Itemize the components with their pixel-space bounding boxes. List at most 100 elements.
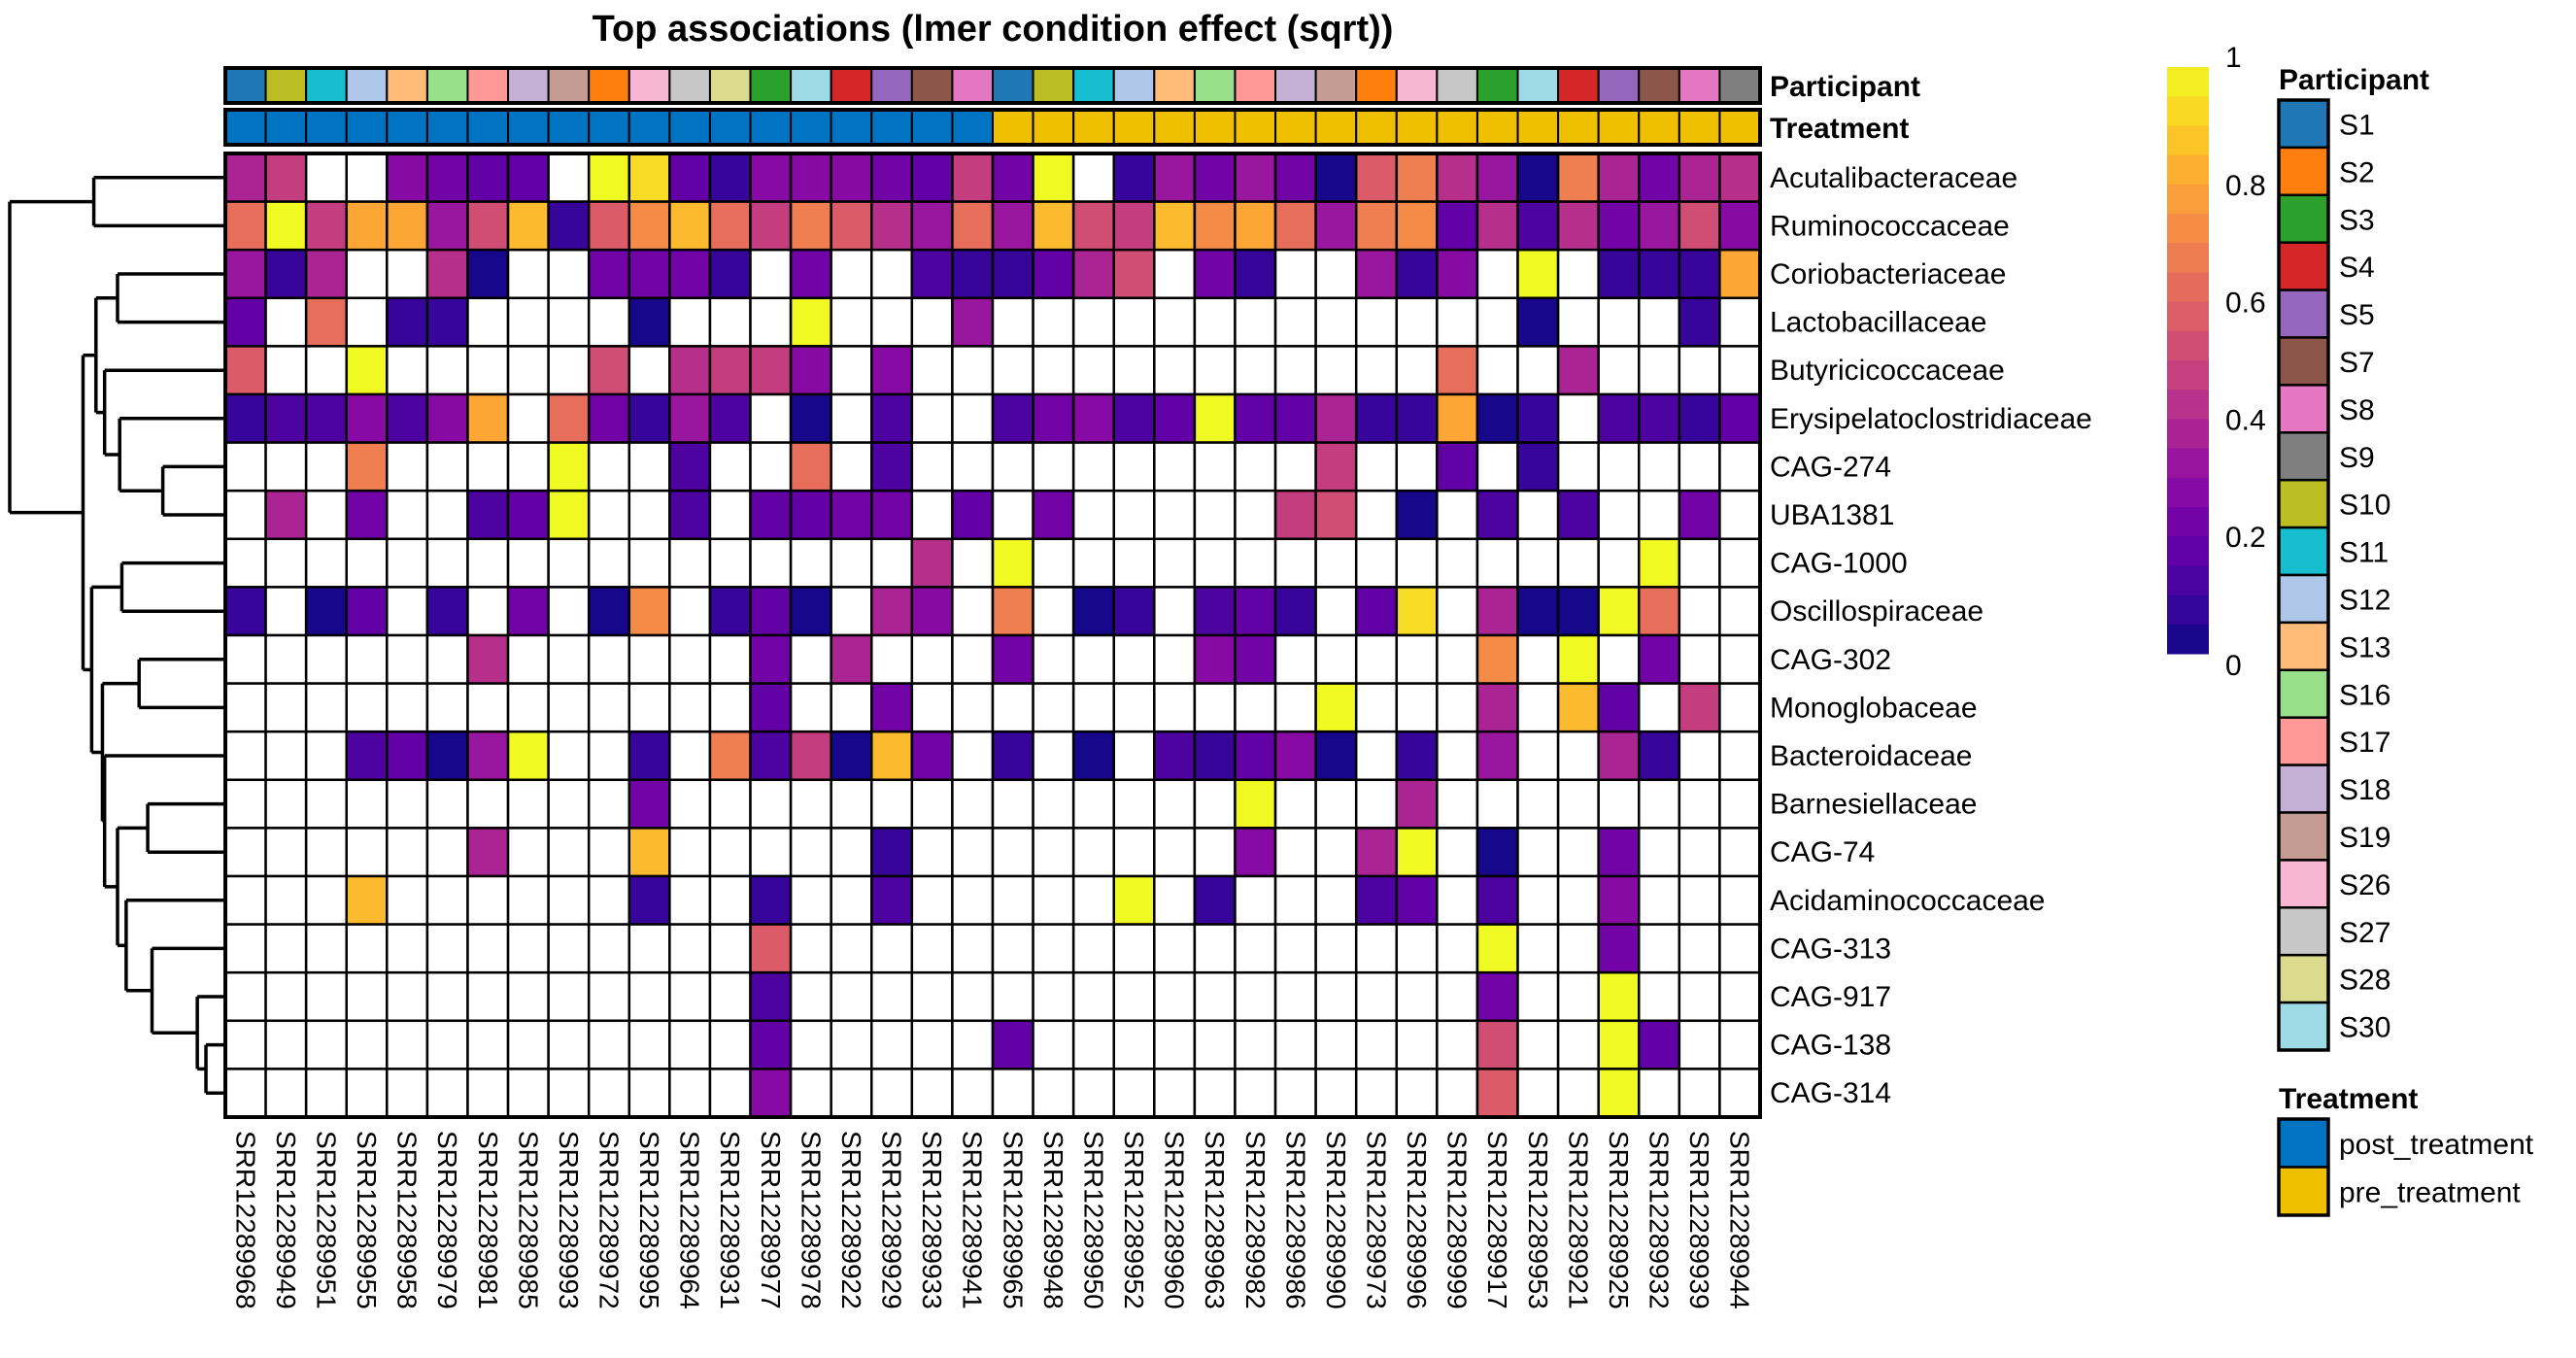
heatmap-cell: [547, 392, 591, 444]
heatmap-cell: [789, 152, 832, 203]
heatmap-cell: [223, 682, 267, 733]
heatmap-cell: [951, 441, 995, 492]
heatmap-cell: [1273, 489, 1317, 541]
heatmap-cell: [264, 248, 308, 300]
heatmap-cell: [1071, 586, 1115, 637]
heatmap-cell: [1354, 392, 1399, 444]
participant-legend-label: S11: [2339, 537, 2389, 569]
heatmap-cell: [627, 586, 671, 637]
participant-annotation-cell: [1475, 67, 1519, 104]
heatmap-cell: [830, 537, 873, 589]
column-label: SRR12289921: [1563, 1131, 1593, 1309]
heatmap-cell: [1112, 345, 1156, 396]
heatmap-cell: [1395, 1068, 1439, 1119]
heatmap-cell: [668, 441, 712, 492]
row-label: Monoglobaceae: [1770, 692, 1978, 724]
treatment-annotation-cell: [425, 109, 469, 146]
heatmap-cell: [1436, 345, 1479, 396]
heatmap-cell: [386, 682, 429, 733]
treatment-annotation-cell: [830, 109, 873, 146]
heatmap-cell: [466, 874, 510, 926]
heatmap-cell: [386, 586, 429, 637]
heatmap-cell: [749, 296, 793, 348]
heatmap-cell: [789, 827, 832, 878]
heatmap-cell: [1354, 200, 1399, 252]
heatmap-cell: [1516, 730, 1560, 782]
colorbar-band: [2167, 272, 2209, 303]
heatmap-cell: [749, 441, 793, 492]
participant-legend-label: S30: [2339, 1012, 2390, 1044]
heatmap-cell: [1718, 633, 1762, 685]
heatmap-cell: [870, 778, 914, 830]
heatmap-cell: [1153, 730, 1197, 782]
heatmap-cell: [1395, 441, 1439, 492]
heatmap-cell: [1475, 345, 1519, 396]
heatmap-cell: [789, 586, 832, 637]
heatmap-cell: [708, 778, 752, 830]
participant-legend-label: S17: [2339, 727, 2390, 759]
heatmap-cell: [506, 392, 550, 444]
heatmap-cell: [466, 392, 510, 444]
participant-legend-swatch: [2277, 859, 2330, 909]
heatmap-cell: [708, 923, 752, 974]
heatmap-cell: [223, 923, 267, 974]
heatmap-cell: [1678, 296, 1721, 348]
heatmap-cell: [1153, 923, 1197, 974]
heatmap-cell: [789, 248, 832, 300]
heatmap-cell: [587, 152, 631, 203]
colorbar-tick-label: 1: [2225, 42, 2242, 74]
heatmap-cell: [425, 200, 469, 252]
heatmap-cell: [1556, 633, 1600, 685]
heatmap-cell: [1071, 1068, 1115, 1119]
treatment-annotation-label: Treatment: [1770, 113, 1909, 145]
heatmap-cell: [425, 489, 469, 541]
heatmap-cell: [870, 682, 914, 733]
heatmap-cell: [345, 682, 389, 733]
row-labels: Acutalibacteraceae Ruminococcaceae Corioba…: [1770, 162, 2092, 1109]
heatmap-cell: [749, 586, 793, 637]
heatmap-cell: [547, 682, 591, 733]
heatmap-cell: [1516, 923, 1560, 974]
heatmap-cell: [264, 730, 308, 782]
heatmap-cell: [1638, 923, 1681, 974]
heatmap-cell: [223, 537, 267, 589]
column-label: SRR12289939: [1684, 1131, 1714, 1309]
heatmap-cell: [1638, 200, 1681, 252]
heatmap-cell: [910, 296, 954, 348]
heatmap-cell: [466, 441, 510, 492]
row-label: CAG-274: [1770, 451, 1891, 483]
heatmap-cell: [1234, 489, 1277, 541]
heatmap-cell: [1718, 827, 1762, 878]
heatmap-cell: [587, 923, 631, 974]
heatmap-cell: [1436, 296, 1479, 348]
heatmap-cell: [627, 200, 671, 252]
heatmap-cell: [386, 345, 429, 396]
heatmap-cell: [1273, 923, 1317, 974]
participant-annotation-cell: [466, 67, 510, 104]
treatment-annotation-cell: [1193, 109, 1237, 146]
heatmap-cell: [264, 827, 308, 878]
heatmap-cell: [991, 345, 1034, 396]
heatmap-cell: [304, 827, 348, 878]
heatmap-cell: [1354, 730, 1399, 782]
heatmap-cell: [1556, 874, 1600, 926]
heatmap-cell: [1234, 200, 1277, 252]
heatmap-cell: [547, 874, 591, 926]
row-label: CAG-313: [1770, 933, 1891, 965]
heatmap-cell: [1354, 537, 1399, 589]
heatmap-cell: [1475, 586, 1519, 637]
heatmap-cell: [304, 441, 348, 492]
heatmap-cell: [830, 1068, 873, 1119]
heatmap-cell: [587, 682, 631, 733]
colorbar-band: [2167, 448, 2209, 479]
heatmap-cell: [1436, 392, 1479, 444]
participant-annotation-cell: [790, 67, 832, 104]
heatmap-cell: [386, 827, 429, 878]
participant-bar-border: [223, 66, 1762, 105]
heatmap-cell: [627, 923, 671, 974]
heatmap-cell: [1193, 537, 1237, 589]
colorbar-tick-label: 0.6: [2225, 288, 2266, 320]
heatmap-cell: [627, 248, 671, 300]
heatmap-cell: [1718, 778, 1762, 830]
heatmap-cell: [1354, 827, 1399, 878]
